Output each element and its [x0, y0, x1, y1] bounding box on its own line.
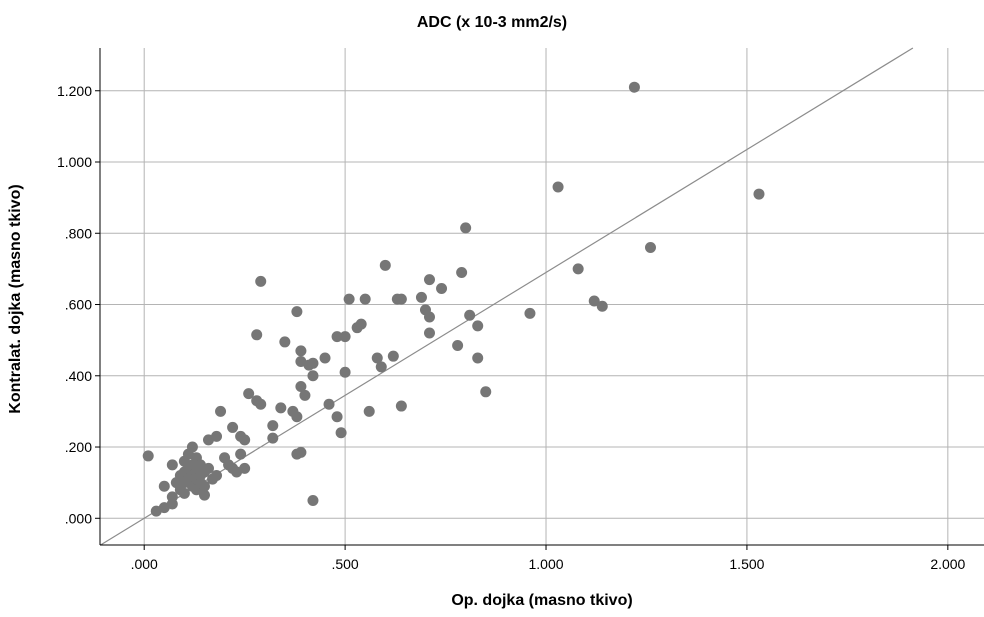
data-point	[295, 380, 307, 392]
data-point	[215, 405, 227, 417]
data-point	[395, 293, 407, 305]
x-axis-ticks: .000 .500 1.000 1.500 2.000	[131, 545, 966, 572]
data-point	[178, 487, 190, 499]
data-point	[267, 432, 279, 444]
data-point	[299, 389, 311, 401]
data-point	[211, 470, 223, 482]
data-point	[423, 327, 435, 339]
data-point	[628, 81, 640, 93]
data-point	[307, 494, 319, 506]
data-point	[307, 357, 319, 369]
data-point	[415, 291, 427, 303]
data-point	[323, 398, 335, 410]
data-point	[166, 459, 178, 471]
data-point	[158, 480, 170, 492]
data-point	[363, 405, 375, 417]
data-point	[753, 188, 765, 200]
data-point	[371, 352, 383, 364]
y-tick-label: .400	[65, 368, 92, 384]
data-point	[227, 421, 239, 433]
data-point	[275, 402, 287, 414]
data-point	[436, 282, 448, 294]
data-point	[291, 411, 303, 423]
data-point	[339, 331, 351, 343]
data-point	[552, 181, 564, 193]
chart-title: ADC (x 10-3 mm2/s)	[416, 14, 568, 31]
grid-lines	[100, 48, 984, 545]
data-point	[395, 400, 407, 412]
data-point	[255, 275, 267, 287]
fit-line	[100, 47, 914, 546]
data-point	[359, 293, 371, 305]
data-point	[423, 274, 435, 286]
data-point	[239, 462, 251, 474]
y-tick-label: 1.200	[57, 83, 92, 99]
data-point	[198, 480, 210, 492]
data-point	[524, 307, 536, 319]
data-point	[343, 293, 355, 305]
data-point	[319, 352, 331, 364]
data-point	[331, 331, 343, 343]
data-point	[472, 352, 484, 364]
fit-line-layer	[100, 47, 914, 546]
data-point	[375, 361, 387, 373]
data-point	[480, 386, 492, 398]
x-axis-label: Op. dojka (masno tkivo)	[451, 592, 633, 609]
data-point	[572, 263, 584, 275]
data-point	[291, 306, 303, 318]
data-point	[235, 448, 247, 460]
data-point	[588, 295, 600, 307]
x-tick-label: .500	[331, 556, 358, 572]
x-tick-label: .000	[131, 556, 158, 572]
data-point	[423, 311, 435, 323]
data-point	[295, 446, 307, 458]
y-axis-label: Kontralat. dojka (masno tkivo)	[7, 184, 24, 414]
data-point	[198, 489, 210, 501]
x-tick-label: 1.000	[528, 556, 563, 572]
data-point	[335, 427, 347, 439]
data-point	[279, 336, 291, 348]
data-point	[472, 320, 484, 332]
data-point	[202, 462, 214, 474]
y-tick-label: 1.000	[57, 154, 92, 170]
data-point	[307, 370, 319, 382]
data-point	[644, 242, 656, 254]
data-point	[355, 318, 367, 330]
data-point	[295, 345, 307, 357]
y-tick-label: .800	[65, 225, 92, 241]
axes	[99, 48, 984, 546]
data-point	[267, 420, 279, 432]
data-point	[460, 222, 472, 234]
data-point	[379, 259, 391, 271]
y-tick-label: .600	[65, 297, 92, 313]
data-point	[255, 398, 267, 410]
data-points	[142, 81, 765, 517]
data-point	[331, 411, 343, 423]
data-point	[456, 266, 468, 278]
data-point	[387, 350, 399, 362]
x-tick-label: 2.000	[930, 556, 965, 572]
y-tick-label: .000	[65, 510, 92, 526]
data-point	[166, 491, 178, 503]
y-tick-label: .200	[65, 439, 92, 455]
data-point	[186, 441, 198, 453]
data-point	[142, 450, 154, 462]
data-point	[211, 430, 223, 442]
data-point	[239, 434, 251, 446]
x-tick-label: 1.500	[729, 556, 764, 572]
y-axis-ticks: .000 .200 .400 .600 .800 1.000 1.200	[57, 83, 100, 526]
data-point	[243, 388, 255, 400]
data-point	[251, 329, 263, 341]
data-point	[339, 366, 351, 378]
data-point	[464, 309, 476, 321]
data-point	[452, 339, 464, 351]
data-point	[596, 300, 608, 312]
